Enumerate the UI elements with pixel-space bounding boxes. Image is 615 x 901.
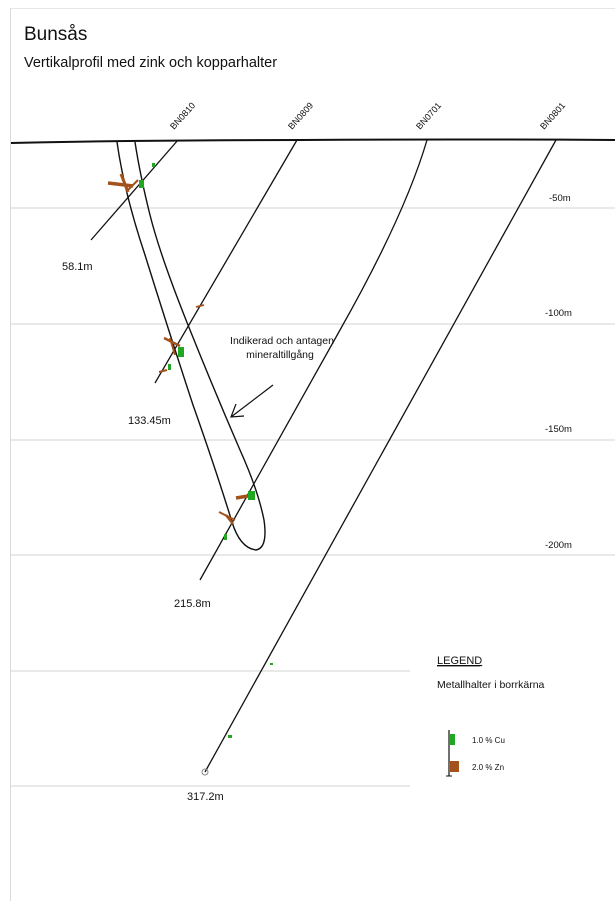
annotation-line-2: mineraltillgång xyxy=(246,349,314,361)
resource-annotation: Indikerad och antagen mineraltillgång xyxy=(230,335,334,361)
depth-labels: -50m -100m -150m -200m xyxy=(545,193,572,551)
figure-title: Bunsås xyxy=(24,24,88,45)
cu-grade-bar xyxy=(248,491,255,500)
zn-grade-bar xyxy=(169,337,176,356)
zn-grade-bar xyxy=(195,304,205,308)
cu-grade-bar xyxy=(228,735,232,738)
legend-cu-swatch xyxy=(450,734,455,745)
cu-grade-bar xyxy=(152,163,155,167)
drillhole-label-bn0701: BN0701 xyxy=(414,100,443,131)
cu-grade-bar xyxy=(139,180,144,188)
zn-grade-bar xyxy=(127,179,139,191)
drillhole-label-bn0801: BN0801 xyxy=(538,100,567,131)
legend-cu-label: 1.0 % Cu xyxy=(472,736,505,745)
cu-grade-bar xyxy=(270,663,273,665)
depth-label: -150m xyxy=(545,424,572,435)
end-depth-bn0809: 133.45m xyxy=(128,415,171,427)
drillhole-bn0809 xyxy=(154,139,298,384)
legend-zn-swatch xyxy=(450,761,459,772)
grade-bars xyxy=(107,163,273,738)
drillhole-label-bn0810: BN0810 xyxy=(168,100,197,131)
depth-grid xyxy=(11,207,615,787)
depth-label: -100m xyxy=(545,308,572,319)
annotation-arrow-icon xyxy=(230,384,274,418)
zn-grade-bar xyxy=(235,494,249,500)
drillhole-end-marker xyxy=(201,768,209,776)
drillhole-label-bn0809: BN0809 xyxy=(286,100,315,131)
ground-surface-line xyxy=(10,138,615,144)
drillholes xyxy=(90,139,557,773)
depth-label: -50m xyxy=(549,193,571,204)
drillhole-bn0801 xyxy=(204,139,557,773)
zn-grade-bar xyxy=(225,514,234,525)
zn-grade-bar xyxy=(107,181,134,188)
legend-heading: LEGEND xyxy=(437,655,482,667)
drillhole-bn0701 xyxy=(199,139,428,581)
legend: LEGEND Metallhalter i borrkärna 1.0 % Cu… xyxy=(437,655,545,777)
zn-grade-bar xyxy=(119,173,130,193)
end-depth-labels: 58.1m 133.45m 215.8m 317.2m xyxy=(62,261,224,803)
end-depth-bn0810: 58.1m xyxy=(62,261,93,273)
drillhole-labels: BN0810 BN0809 BN0701 BN0801 xyxy=(168,100,567,131)
cu-grade-bar xyxy=(178,347,184,357)
legend-subtitle: Metallhalter i borrkärna xyxy=(437,679,545,691)
figure-subtitle: Vertikalprofil med zink och kopparhalter xyxy=(24,55,278,71)
cu-grade-bar xyxy=(168,364,171,370)
end-depth-bn0701: 215.8m xyxy=(174,598,211,610)
zn-grade-bar xyxy=(158,369,168,373)
cu-grade-bar xyxy=(224,534,227,540)
mineral-resource-outline xyxy=(116,141,266,551)
drillhole-bn0810 xyxy=(90,139,179,241)
figure-frame xyxy=(10,8,615,901)
depth-label: -200m xyxy=(545,540,572,551)
legend-zn-label: 2.0 % Zn xyxy=(472,763,504,772)
end-depth-bn0801: 317.2m xyxy=(187,791,224,803)
annotation-line-1: Indikerad och antagen xyxy=(230,335,334,347)
